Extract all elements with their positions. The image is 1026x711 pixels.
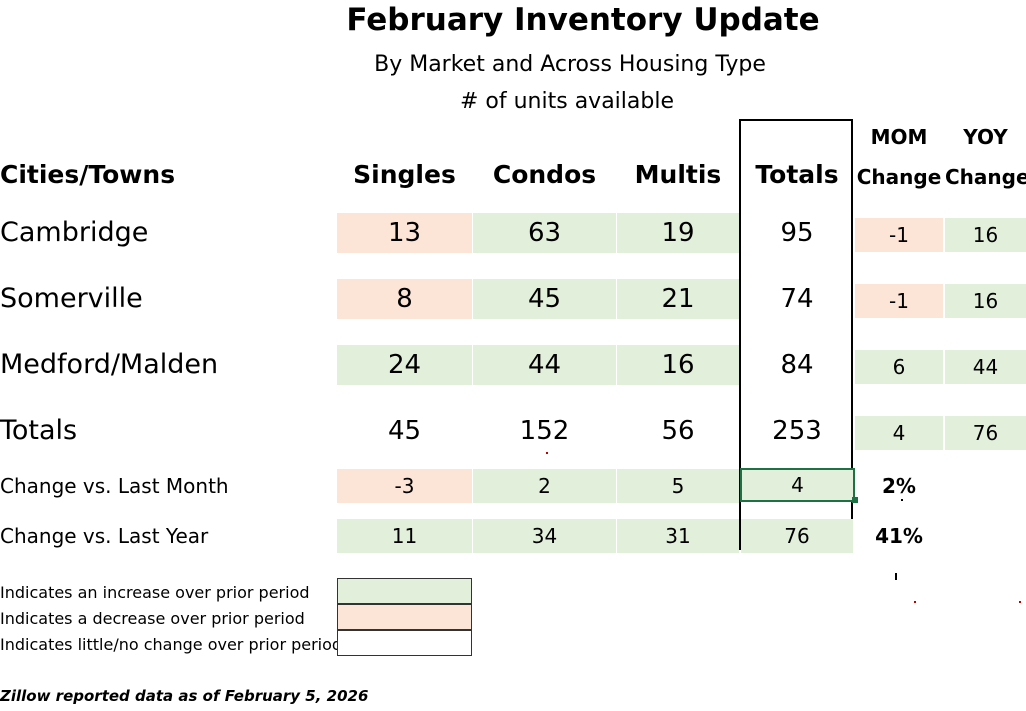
cell-change-year-condos[interactable]: 34 [473,519,616,553]
header-yoy-line2[interactable]: Change [945,165,1026,189]
cell-medford-condos[interactable]: 44 [473,345,616,385]
row-label-somerville[interactable]: Somerville [0,283,143,314]
header-mom-line2[interactable]: Change [856,165,942,189]
report-subtitle: By Market and Across Housing Type [374,52,766,77]
cell-change-month-totals-selected[interactable]: 4 [740,468,855,502]
header-totals[interactable]: Totals [755,160,839,189]
header-condos[interactable]: Condos [492,160,597,189]
cell-cambridge-totals[interactable]: 95 [780,218,814,248]
cell-change-year-singles[interactable]: 11 [337,519,472,553]
legend-nochange-label[interactable]: Indicates little/no change over prior pe… [0,635,343,654]
stray-mark [914,601,916,603]
header-mom-line1[interactable]: MOM [870,125,928,149]
cell-change-year-totals[interactable]: 76 [741,519,853,553]
header-singles[interactable]: Singles [353,160,456,189]
cell-somerville-mom[interactable]: -1 [855,284,943,318]
cell-change-month-singles[interactable]: -3 [337,469,472,503]
cell-change-month-pct[interactable]: 2% [882,474,916,498]
cell-change-month-condos[interactable]: 2 [473,469,616,503]
legend-decrease-swatch[interactable] [337,604,472,630]
cell-totals-singles[interactable]: 45 [387,416,422,446]
legend-decrease-label[interactable]: Indicates a decrease over prior period [0,609,305,628]
stray-mark [901,499,903,501]
cell-totals-yoy[interactable]: 76 [945,416,1026,450]
cell-medford-multis[interactable]: 16 [617,345,739,385]
source-footnote[interactable]: Zillow reported data as of February 5, 2… [0,687,369,705]
cell-somerville-totals[interactable]: 74 [780,284,814,314]
header-cities[interactable]: Cities/Towns [0,160,176,189]
cell-cambridge-singles[interactable]: 13 [337,213,472,253]
cell-change-month-multis[interactable]: 5 [617,469,739,503]
cell-totals-mom[interactable]: 4 [855,416,943,450]
cell-totals-multis[interactable]: 56 [661,416,695,446]
row-label-change-month[interactable]: Change vs. Last Month [0,474,229,498]
header-multis[interactable]: Multis [634,160,722,189]
row-label-totals[interactable]: Totals [0,415,78,446]
cell-somerville-singles[interactable]: 8 [337,279,472,319]
fill-handle[interactable] [852,497,858,503]
legend-nochange-swatch[interactable] [337,630,472,656]
row-label-cambridge[interactable]: Cambridge [0,217,149,248]
cell-change-year-multis[interactable]: 31 [617,519,739,553]
units-caption: # of units available [459,89,674,114]
cell-change-year-pct[interactable]: 41% [875,524,923,548]
legend-increase-swatch[interactable] [337,578,472,604]
cell-cambridge-multis[interactable]: 19 [617,213,739,253]
cell-totals-condos[interactable]: 152 [519,416,570,446]
cell-medford-totals[interactable]: 84 [780,350,814,380]
stray-mark [546,452,548,454]
cell-medford-singles[interactable]: 24 [337,345,472,385]
row-label-change-year[interactable]: Change vs. Last Year [0,524,209,548]
cell-somerville-multis[interactable]: 21 [617,279,739,319]
cell-somerville-condos[interactable]: 45 [473,279,616,319]
report-title: February Inventory Update [346,2,820,38]
cell-cambridge-yoy[interactable]: 16 [945,218,1026,252]
cell-cambridge-condos[interactable]: 63 [473,213,616,253]
stray-mark [895,573,897,580]
cell-cambridge-mom[interactable]: -1 [855,218,943,252]
cell-medford-yoy[interactable]: 44 [945,350,1026,384]
row-label-medford-malden[interactable]: Medford/Malden [0,349,219,380]
stray-mark [1019,601,1021,603]
header-yoy-line1[interactable]: YOY [963,125,1008,149]
cell-totals-totals[interactable]: 253 [772,416,822,446]
legend-increase-label[interactable]: Indicates an increase over prior period [0,583,310,602]
cell-somerville-yoy[interactable]: 16 [945,284,1026,318]
cell-medford-mom[interactable]: 6 [855,350,943,384]
